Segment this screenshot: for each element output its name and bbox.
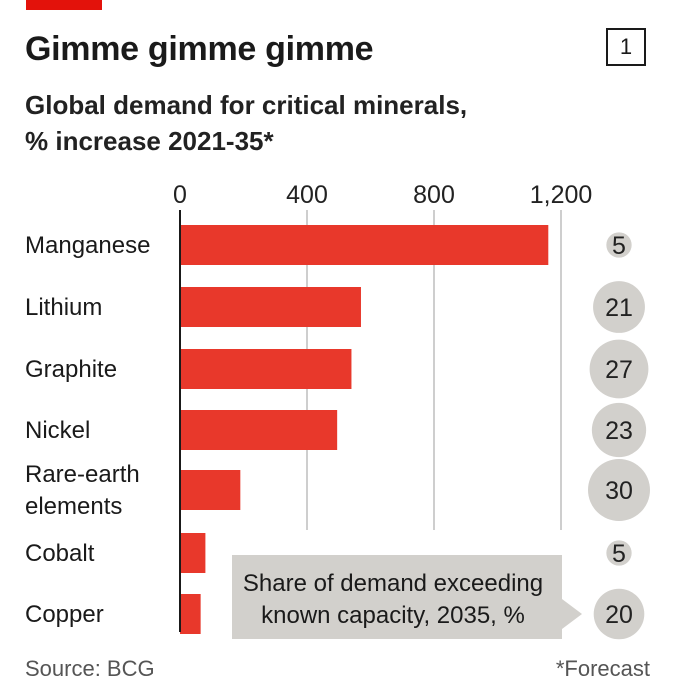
legend-callout-text: Share of demand exceeding xyxy=(243,570,543,597)
share-value-label: 20 xyxy=(605,601,633,629)
share-circle xyxy=(593,281,645,333)
share-value-label: 30 xyxy=(605,477,633,505)
x-tick-label: 800 xyxy=(413,181,455,209)
share-value-label: 23 xyxy=(605,417,633,445)
share-value-label: 21 xyxy=(605,294,633,322)
chart-subtitle-line-1: Global demand for critical minerals, xyxy=(25,90,468,120)
category-label: Manganese xyxy=(25,232,150,259)
bar xyxy=(180,533,206,573)
bar xyxy=(180,470,241,510)
share-value-label: 5 xyxy=(612,540,626,568)
bar xyxy=(180,410,338,450)
category-label: Lithium xyxy=(25,294,102,321)
share-value-label: 5 xyxy=(612,232,626,260)
bar-chart: 0 400 800 1,200 Manganese Lithium Graphite Nick… xyxy=(25,181,650,640)
category-label: Copper xyxy=(25,601,104,628)
brand-accent-bar xyxy=(26,0,102,10)
legend-callout-text: known capacity, 2035, % xyxy=(261,602,525,629)
x-tick-label: 0 xyxy=(173,181,187,209)
share-circle xyxy=(591,402,647,458)
share-value-label: 27 xyxy=(605,356,633,384)
category-label: elements xyxy=(25,493,122,520)
category-label: Nickel xyxy=(25,417,90,444)
share-circle xyxy=(606,232,632,258)
bar xyxy=(180,349,352,389)
legend-callout-box xyxy=(232,555,582,639)
bar xyxy=(180,287,361,327)
x-tick-label: 400 xyxy=(286,181,328,209)
category-label: Graphite xyxy=(25,356,117,383)
x-tick-label: 1,200 xyxy=(530,181,593,209)
category-label: Rare-earth xyxy=(25,461,140,488)
share-circle xyxy=(588,459,650,521)
share-circle xyxy=(593,588,645,640)
share-circle xyxy=(606,540,632,566)
chart-title: Gimme gimme gimme xyxy=(25,30,374,68)
figure-number-badge: 1 xyxy=(606,28,646,66)
source-note: Source: BCG xyxy=(25,656,155,681)
category-label: Cobalt xyxy=(25,540,95,567)
bar xyxy=(180,594,201,634)
chart-subtitle-line-2: % increase 2021-35* xyxy=(25,126,274,156)
forecast-note: *Forecast xyxy=(555,656,650,681)
bar xyxy=(180,225,549,265)
share-circle xyxy=(589,339,649,399)
